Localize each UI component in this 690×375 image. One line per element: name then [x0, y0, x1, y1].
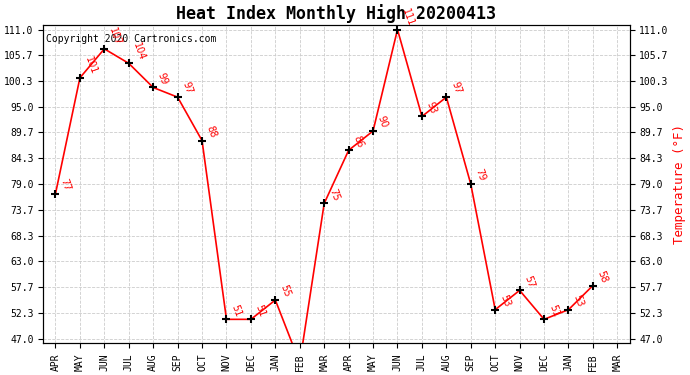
Text: 51: 51	[547, 303, 560, 318]
Text: 42: 42	[0, 374, 1, 375]
Text: 53: 53	[498, 293, 511, 308]
Title: Heat Index Monthly High 20200413: Heat Index Monthly High 20200413	[177, 4, 496, 23]
Text: 58: 58	[595, 269, 609, 284]
Text: 111: 111	[400, 8, 416, 28]
Text: 75: 75	[327, 187, 341, 202]
Text: 55: 55	[278, 284, 292, 298]
Text: 97: 97	[449, 81, 463, 96]
Text: 104: 104	[132, 41, 147, 62]
Y-axis label: Temperature (°F): Temperature (°F)	[673, 124, 686, 244]
Text: 90: 90	[376, 115, 389, 130]
Text: 101: 101	[83, 56, 99, 76]
Text: 51: 51	[229, 303, 243, 318]
Text: 99: 99	[156, 71, 170, 86]
Text: Copyright 2020 Cartronics.com: Copyright 2020 Cartronics.com	[46, 34, 217, 44]
Text: 97: 97	[180, 81, 194, 96]
Text: 88: 88	[205, 124, 219, 139]
Text: 93: 93	[425, 100, 438, 115]
Text: 107: 107	[107, 27, 123, 48]
Text: 53: 53	[571, 293, 585, 308]
Text: 79: 79	[473, 168, 487, 183]
Text: 51: 51	[254, 303, 267, 318]
Text: 57: 57	[522, 274, 536, 289]
Text: 86: 86	[351, 134, 365, 149]
Text: 77: 77	[58, 177, 72, 192]
